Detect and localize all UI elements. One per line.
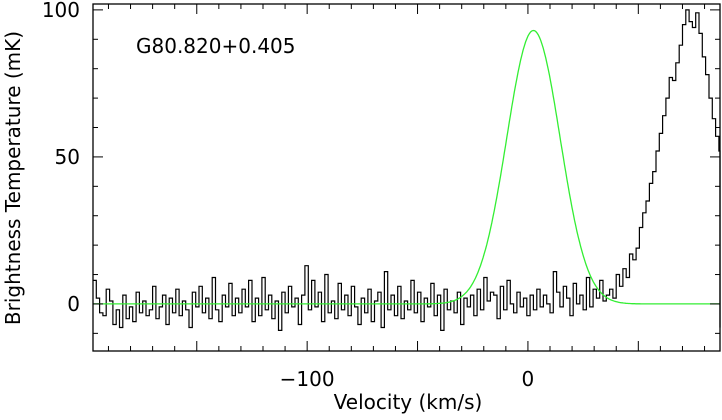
gaussian-fit-line	[93, 29, 720, 305]
y-tick-label: 50	[55, 145, 80, 169]
plot-frame	[92, 3, 721, 352]
source-annotation: G80.820+0.405	[136, 34, 296, 58]
axis-ticks: −100 0 0 50 100	[42, 0, 720, 391]
x-tick-label: 0	[522, 367, 535, 391]
y-axis-label: Brightness Temperature (mK)	[1, 31, 25, 325]
y-tick-label: 100	[42, 0, 80, 22]
plot-area	[93, 9, 721, 331]
x-tick-label: −100	[280, 367, 335, 391]
y-tick-label: 0	[67, 292, 80, 316]
x-axis-label: Velocity (km/s)	[334, 390, 483, 414]
spectrum-step-line	[93, 9, 721, 331]
